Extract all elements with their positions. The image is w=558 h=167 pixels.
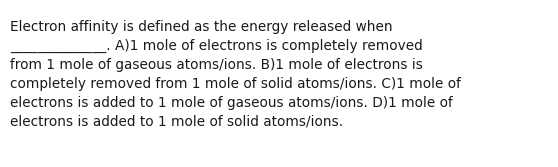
Text: Electron affinity is defined as the energy released when
______________. A)1 mol: Electron affinity is defined as the ener… — [10, 20, 461, 129]
